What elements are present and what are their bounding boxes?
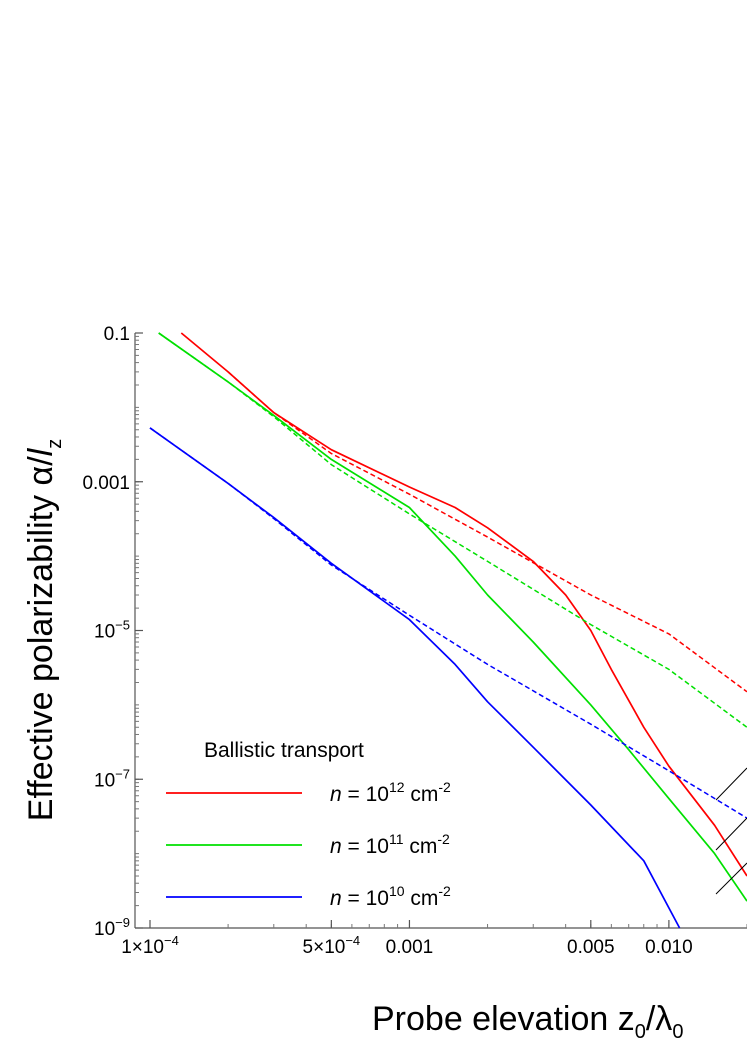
tick-mantissa: 10 bbox=[94, 919, 115, 940]
legend-label-unit: cm bbox=[405, 887, 439, 910]
y-axis-title: Effective polarizability α/lz bbox=[22, 439, 66, 821]
x-tick-label: 0.010 bbox=[645, 937, 693, 958]
legend: Ballistic transport n = 1012 cm-2n = 101… bbox=[166, 739, 451, 910]
series-n11_ballistic bbox=[158, 332, 747, 902]
legend-label-exp: 12 bbox=[389, 779, 405, 795]
legend-label-base: = 10 bbox=[342, 835, 389, 858]
tick-exponent: −4 bbox=[345, 933, 360, 948]
legend-label-unit-exp: -2 bbox=[437, 831, 450, 847]
legend-label-unit-exp: -2 bbox=[438, 883, 451, 899]
legend-label-var: n bbox=[330, 887, 342, 910]
series-n10_ballistic bbox=[149, 427, 681, 929]
tick-exponent: −7 bbox=[115, 766, 130, 781]
x-axis-title-mid: /λ bbox=[646, 1000, 672, 1038]
y-axis-title-italic: l bbox=[22, 447, 60, 456]
legend-label-exp: 10 bbox=[389, 883, 405, 899]
legend-label-base: = 10 bbox=[342, 887, 389, 910]
y-axis-title-sub: z bbox=[44, 439, 66, 449]
x-axis-title-main: Probe elevation z bbox=[372, 1000, 635, 1038]
tick-mantissa: 1×10 bbox=[121, 937, 164, 958]
series-n10_asymptote bbox=[149, 427, 747, 819]
y-tick-label: 10−7 bbox=[94, 766, 130, 791]
legend-label-exp: 11 bbox=[389, 831, 404, 847]
legend-label: n = 1012 cm-2 bbox=[330, 779, 451, 806]
series-group bbox=[149, 332, 747, 929]
annotation-pointers bbox=[715, 767, 747, 895]
tick-mantissa: 10 bbox=[94, 770, 115, 791]
legend-label-unit-exp: -2 bbox=[438, 779, 451, 795]
legend-label-base: = 10 bbox=[342, 783, 389, 806]
annotation-pointer-line bbox=[715, 767, 747, 801]
x-axis-title-sub2: 0 bbox=[672, 1021, 683, 1043]
y-tick-label: 0.001 bbox=[82, 473, 130, 494]
x-tick-label: 0.005 bbox=[567, 937, 615, 958]
tick-exponent: −5 bbox=[115, 618, 130, 633]
legend-label-var: n bbox=[330, 835, 342, 858]
y-tick-label: 10−5 bbox=[94, 618, 130, 643]
y-axis-title-main: Effective polarizability α/ bbox=[22, 456, 60, 821]
x-tick-label: 5×10−4 bbox=[303, 933, 361, 958]
ticks bbox=[135, 332, 747, 929]
series-n11_asymptote bbox=[158, 332, 747, 728]
tick-mantissa: 5×10 bbox=[303, 937, 346, 958]
series-n12_asymptote bbox=[227, 371, 747, 693]
legend-entries: n = 1012 cm-2n = 1011 cm-2n = 1010 cm-2 bbox=[166, 779, 451, 910]
legend-label: n = 1011 cm-2 bbox=[330, 831, 450, 858]
legend-label: n = 1010 cm-2 bbox=[330, 883, 451, 910]
legend-label-unit: cm bbox=[404, 835, 438, 858]
series-n12_ballistic bbox=[180, 332, 747, 877]
x-axis-title-sub1: 0 bbox=[635, 1021, 646, 1043]
x-axis-title: Probe elevation z0/λ0 bbox=[372, 1000, 683, 1043]
x-tick-label: 1×10−4 bbox=[121, 933, 179, 958]
legend-label-var: n bbox=[330, 783, 342, 806]
annotation-pointer-line bbox=[715, 817, 747, 851]
annotation-pointer-line bbox=[715, 862, 747, 895]
tick-exponent: −4 bbox=[164, 933, 179, 948]
y-tick-label: 10−9 bbox=[94, 915, 130, 940]
tick-mantissa: 10 bbox=[94, 622, 115, 643]
y-tick-label: 0.1 bbox=[104, 324, 130, 345]
x-tick-label: 0.001 bbox=[386, 937, 434, 958]
legend-label-unit: cm bbox=[405, 783, 439, 806]
tick-exponent: −9 bbox=[115, 915, 130, 930]
legend-title: Ballistic transport bbox=[204, 739, 364, 762]
